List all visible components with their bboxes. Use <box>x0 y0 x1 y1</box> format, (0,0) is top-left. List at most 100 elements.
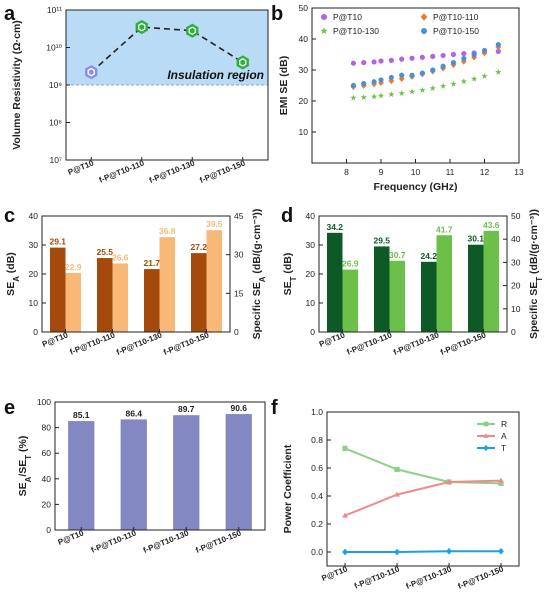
chart-a-insulation-region <box>66 10 268 85</box>
chart-d-bar-primary <box>420 261 437 332</box>
chart-b-y-axis-title: EMI SE (dB) <box>278 56 290 116</box>
chart-c-bar-primary <box>143 269 160 332</box>
chart-a-x-tick-label: f-P@T10-130 <box>148 158 197 185</box>
chart-d-data-label: 30.1 <box>467 234 484 244</box>
chart-a-point-inner <box>239 58 247 67</box>
chart-d-bar-secondary <box>436 235 453 332</box>
chart-b-point <box>450 51 457 58</box>
chart-a-y-tick-label: 10⁷ <box>49 155 62 165</box>
chart-b-point <box>471 53 478 61</box>
chart-c-data-label: 27.2 <box>190 242 207 252</box>
chart-d-svg: 34.2 29.5 24.2 30.1 26.9 30.7 41.7 43.6 0 10 20 30 4… <box>281 205 544 357</box>
chart-b-y-tick-label: 20 <box>299 96 309 106</box>
chart-d-y-tick-label: 40 <box>306 211 316 221</box>
chart-b-point <box>409 55 415 61</box>
panel-e: 85.1 86.4 89.7 90.6 0 20 40 60 80 100 P@T10 f-P@T10… <box>0 397 277 595</box>
chart-b-point <box>388 74 394 81</box>
chart-d-y-tick-label: 0 <box>310 327 315 337</box>
chart-b-point <box>419 70 425 76</box>
chart-d-y2-axis-title: Specific SET (dB/(g·cm⁻³)) <box>528 209 544 339</box>
chart-a-region-label: Insulation region <box>167 68 264 82</box>
chart-f-point <box>446 478 452 485</box>
chart-b-point <box>450 80 457 87</box>
chart-b-point <box>430 53 436 59</box>
chart-e-data-label: 86.4 <box>125 408 142 418</box>
chart-b-point <box>378 77 384 83</box>
chart-e-y-tick-label: 60 <box>42 448 52 458</box>
chart-e-y-tick-label: 100 <box>37 397 51 407</box>
chart-e-x-tick-label: f-P@T10-110 <box>90 528 138 554</box>
chart-a-x-tick-label: f-P@T10-150 <box>198 158 247 185</box>
chart-a-point <box>85 65 98 80</box>
chart-d-data-label: 26.9 <box>342 259 359 269</box>
chart-b-point <box>450 59 457 66</box>
chart-d-x-tick-label: f-P@T10-110 <box>346 330 394 356</box>
chart-c-y2-tick-label: 15 <box>234 288 244 298</box>
chart-f-plot-frame <box>326 411 520 567</box>
chart-b-point <box>378 58 384 64</box>
chart-b-point <box>388 57 394 63</box>
chart-d-bar-primary <box>373 246 390 332</box>
chart-d-bar-primary <box>326 232 343 332</box>
chart-e-bar <box>120 419 147 530</box>
chart-b-point <box>495 48 501 55</box>
chart-a-y-axis-title: Volume Resistivity (Ω·cm) <box>11 20 23 150</box>
chart-f-legend-label: A <box>501 431 507 441</box>
chart-f-point <box>342 548 348 556</box>
chart-b-legend-label: P@T10-110 <box>433 12 479 22</box>
chart-c-bar-secondary <box>65 272 82 332</box>
panel-b: 10 20 30 40 50 8 9 10 11 12 13 P@T10 P@T10-110 P@T10-… <box>271 0 554 200</box>
chart-a-point <box>135 20 148 35</box>
chart-c-x-tick-label: P@T10 <box>41 330 70 349</box>
chart-e-data-label: 89.7 <box>178 404 195 414</box>
chart-b-y-tick-label: 30 <box>299 65 309 75</box>
chart-c-bar-secondary <box>206 230 223 332</box>
chart-b-legend-marker <box>321 14 327 20</box>
chart-f-legend-marker <box>483 444 489 452</box>
chart-f-series-line <box>344 447 502 485</box>
chart-b-point <box>370 93 378 100</box>
chart-c-y2-tick-label: 30 <box>234 250 244 260</box>
chart-b-point <box>495 41 501 48</box>
chart-d-y2-tick-label: 10 <box>511 304 521 314</box>
chart-f-point <box>498 547 504 555</box>
chart-b-point <box>460 57 467 65</box>
chart-d-panel-label: d <box>281 205 293 227</box>
chart-c-y-tick-label: 30 <box>29 240 39 250</box>
chart-c-svg: 29.1 25.5 21.7 27.2 22.9 26.6 36.8 39.5 0 10 20 30 4… <box>4 205 267 357</box>
chart-f-point <box>498 480 504 486</box>
chart-b-point <box>439 82 447 89</box>
chart-c-y-tick-label: 0 <box>33 327 38 337</box>
chart-c-data-label: 36.8 <box>159 226 176 236</box>
chart-b-legend-label: P@T10-130 <box>333 26 379 36</box>
chart-a-x-tick-label: f-P@T10-110 <box>98 158 146 184</box>
chart-c-y2-tick-label: 45 <box>234 211 244 221</box>
chart-b-point <box>460 78 467 85</box>
chart-a-y-tick-label: 10⁹ <box>49 80 62 90</box>
chart-c-bar-secondary <box>112 263 129 332</box>
chart-b-y-tick-label: 10 <box>299 127 309 137</box>
chart-b-x-axis-title: Frequency (GHz) <box>373 181 457 193</box>
chart-b-point <box>361 59 367 66</box>
chart-b-point <box>399 56 405 62</box>
chart-b-x-tick-label: 11 <box>446 167 455 177</box>
chart-b-point <box>388 91 395 98</box>
chart-f-legend-marker <box>483 433 489 438</box>
chart-c-data-label: 21.7 <box>143 258 160 268</box>
chart-f-x-tick-label: P@T10 <box>320 564 349 583</box>
chart-e-x-tick-label: f-P@T10-150 <box>194 528 243 555</box>
panel-c: 29.1 25.5 21.7 27.2 22.9 26.6 36.8 39.5 0 10 20 30 4… <box>0 200 277 400</box>
chart-d-y-tick-label: 30 <box>306 240 316 250</box>
chart-b-point <box>371 59 377 65</box>
chart-b-legend-marker <box>420 13 428 21</box>
chart-b-point <box>495 68 502 75</box>
chart-f-point <box>394 548 400 556</box>
chart-a-connector-line <box>90 26 244 73</box>
chart-b-point <box>440 52 446 59</box>
chart-b-point <box>360 93 367 100</box>
chart-b-svg: 10 20 30 40 50 8 9 10 11 12 13 P@T10 P@T10-110 P@T10-… <box>271 3 524 193</box>
chart-a-point-inner <box>138 22 146 32</box>
